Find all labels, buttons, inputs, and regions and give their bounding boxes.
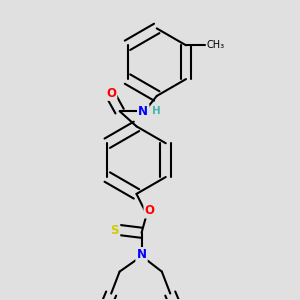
Text: N: N xyxy=(138,105,148,118)
Text: CH₃: CH₃ xyxy=(207,40,225,50)
Text: H: H xyxy=(152,106,161,116)
Text: N: N xyxy=(136,248,147,261)
Text: S: S xyxy=(111,224,119,236)
Text: O: O xyxy=(106,87,116,100)
Text: O: O xyxy=(145,204,155,217)
